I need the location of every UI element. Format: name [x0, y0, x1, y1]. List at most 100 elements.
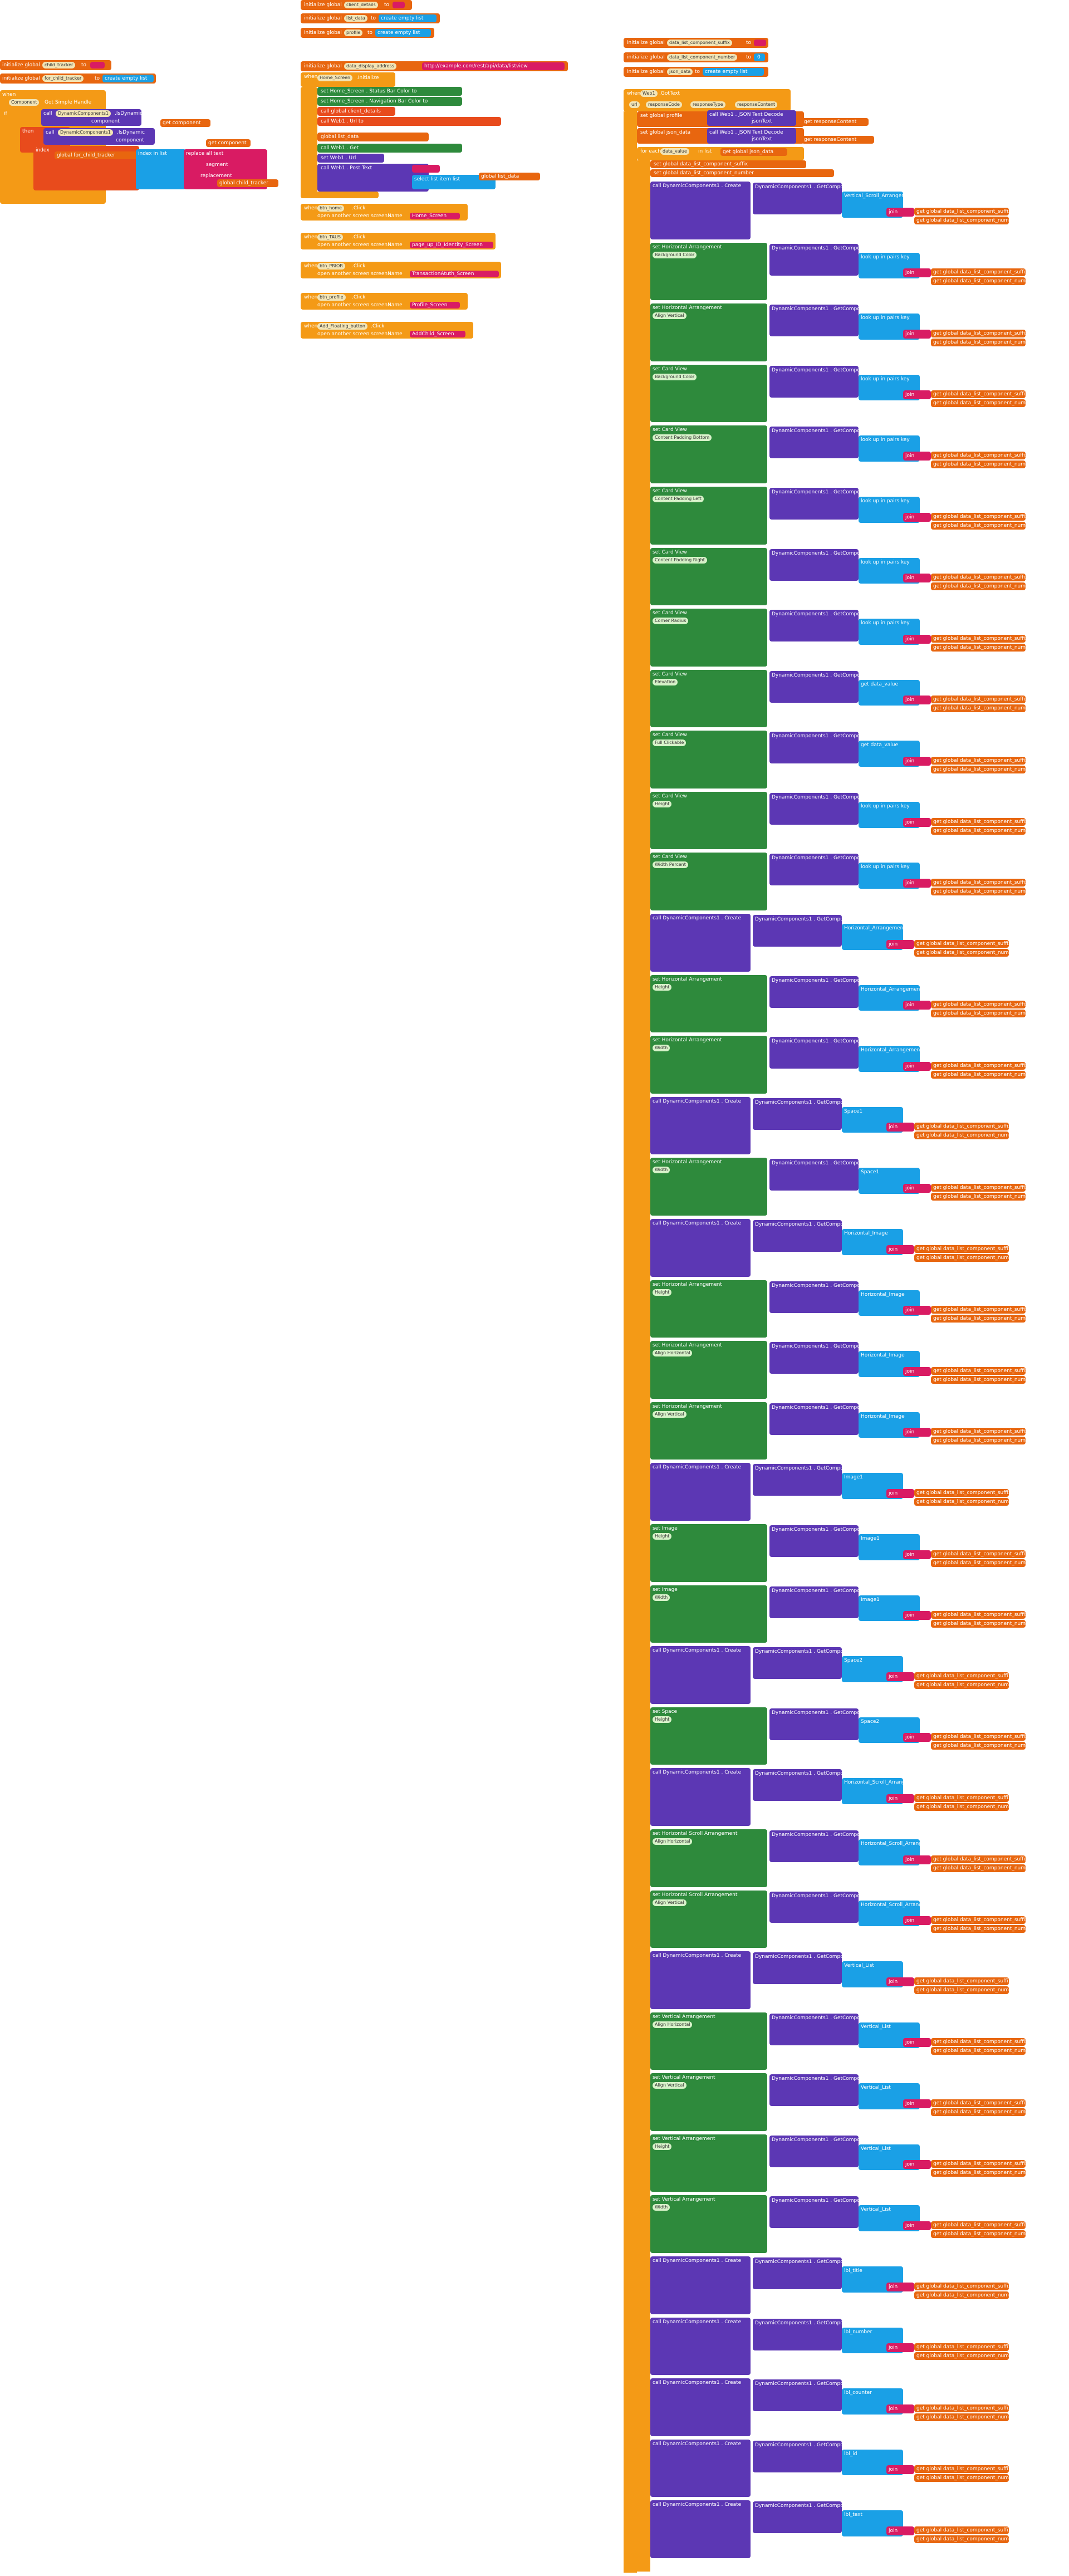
row-property[interactable]: Align Vertical	[653, 312, 686, 320]
loop-row-35[interactable]: call DynamicComponents1 . Create Dynamic…	[650, 2317, 1017, 2376]
row-join-block[interactable]: join	[886, 2465, 914, 2475]
row-inner-call[interactable]: DynamicComponents1 . GetComponent	[769, 1891, 871, 1923]
row-join-block[interactable]: join	[903, 329, 931, 339]
set-number-block[interactable]: set global data_list_component_number	[650, 169, 834, 177]
screen-name-text[interactable]: page_up_ID_Identity_Screen	[410, 242, 493, 248]
row-inner-call[interactable]: DynamicComponents1 . GetComponent	[769, 548, 871, 581]
row-number-block[interactable]: get global data_list_component_number	[931, 1925, 1034, 1933]
get-component-block[interactable]: get component	[160, 119, 210, 127]
row-number-block[interactable]: get global data_list_component_number	[931, 1742, 1034, 1750]
row-inner-call[interactable]: DynamicComponents1 . GetComponent	[769, 854, 871, 886]
row-property[interactable]: Width	[653, 1167, 670, 1174]
row-lookup-block[interactable]: lbl_number	[842, 2327, 903, 2354]
row-join-block[interactable]: join	[903, 1733, 931, 1742]
variable-name[interactable]: profile	[344, 30, 363, 36]
row-inner-call[interactable]: DynamicComponents1 . GetComponent	[769, 1830, 871, 1862]
row-number-block[interactable]: get global data_list_component_number	[914, 2352, 1017, 2360]
empty-text-block[interactable]	[90, 62, 105, 68]
row-lookup-block[interactable]: look up in pairs key	[859, 557, 920, 584]
row-inner-call[interactable]: DynamicComponents1 . GetComponent	[753, 2379, 855, 2412]
number-block[interactable]: 0	[754, 53, 765, 61]
row-suffix-block[interactable]: get global data_list_component_suffix	[931, 2099, 1028, 2107]
row-inner-call[interactable]: DynamicComponents1 . GetComponent	[769, 243, 871, 276]
loop-row-3[interactable]: set Card View Background Color DynamicCo…	[650, 364, 1034, 423]
loop-row-27[interactable]: set Horizontal Scroll Arrangement Align …	[650, 1829, 1034, 1887]
row-inner-call[interactable]: DynamicComponents1 . GetComponent	[769, 2013, 871, 2045]
row-join-block[interactable]: join	[903, 817, 931, 827]
row-join-block[interactable]: join	[903, 634, 931, 644]
row-number-block[interactable]: get global data_list_component_number	[931, 1315, 1034, 1323]
row-join-block[interactable]: join	[886, 2526, 914, 2536]
row-join-block[interactable]: join	[886, 939, 914, 949]
set-suffix-block[interactable]: set global data_list_component_suffix	[650, 160, 806, 168]
row-inner-call[interactable]: DynamicComponents1 . GetComponent	[769, 487, 871, 520]
row-suffix-block[interactable]: get global data_list_component_suffix	[914, 2465, 1011, 2474]
row-property[interactable]: Height	[653, 1532, 672, 1540]
screen-name-text[interactable]: AddChild_Screen	[410, 331, 465, 337]
row-join-block[interactable]: join	[903, 2160, 931, 2169]
row-suffix-block[interactable]: get global data_list_component_suffix	[931, 1367, 1028, 1375]
row-property[interactable]: Height	[653, 983, 672, 991]
row-property[interactable]: Corner Radius	[653, 618, 689, 625]
row-property[interactable]: Width	[653, 2204, 670, 2211]
loop-row-12[interactable]: call DynamicComponents1 . Create Dynamic…	[650, 914, 1017, 972]
param-response-type[interactable]: responseType	[690, 101, 725, 108]
component-dropdown[interactable]: Web1	[640, 90, 658, 97]
row-lookup-block[interactable]: Image1	[842, 1473, 903, 1499]
component-dropdown[interactable]: btn_home	[317, 205, 344, 212]
loop-row-1[interactable]: set Horizontal Arrangement Background Co…	[650, 242, 1034, 301]
component-dropdown[interactable]: Home_Screen	[317, 75, 353, 81]
screen-name-text[interactable]: Home_Screen	[410, 213, 460, 219]
row-inner-call[interactable]: DynamicComponents1 . GetComponent	[753, 1220, 855, 1252]
row-suffix-block[interactable]: get global data_list_component_suffix	[931, 1550, 1028, 1558]
row-inner-call[interactable]: DynamicComponents1 . GetComponent	[753, 915, 855, 947]
global-for-child-tracker-block[interactable]: initialize global for_child_tracker to c…	[0, 74, 156, 84]
get-child-tracker-block[interactable]: global child_tracker	[217, 179, 278, 187]
row-inner-call[interactable]: DynamicComponents1 . GetComponent	[769, 1281, 871, 1313]
loop-row-28[interactable]: set Horizontal Scroll Arrangement Align …	[650, 1890, 1034, 1948]
row-suffix-block[interactable]: get global data_list_component_suffix	[914, 2526, 1011, 2535]
row-property[interactable]: Align Vertical	[653, 1899, 686, 1906]
loop-row-7[interactable]: set Card View Corner Radius DynamicCompo…	[650, 609, 1034, 667]
row-suffix-block[interactable]: get global data_list_component_suffix	[931, 1733, 1028, 1741]
empty-text-block[interactable]	[754, 40, 766, 46]
row-number-block[interactable]: get global data_list_component_number	[931, 1010, 1034, 1018]
btn-home-click-block[interactable]: when btn_home .Click open another screen…	[301, 204, 468, 221]
row-number-block[interactable]: get global data_list_component_number	[931, 2047, 1034, 2055]
create-empty-list-block[interactable]: create empty list	[379, 14, 437, 22]
row-property[interactable]: Height	[653, 2143, 672, 2150]
row-suffix-block[interactable]: get global data_list_component_suffix	[931, 451, 1028, 459]
home-row-1[interactable]: set Home_Screen . Status Bar Color to	[317, 87, 462, 96]
loop-row-11[interactable]: set Card View Width Percent DynamicCompo…	[650, 853, 1034, 911]
row-inner-call[interactable]: DynamicComponents1 . GetComponent	[769, 1037, 871, 1069]
row-property[interactable]: Elevation	[653, 678, 678, 685]
loop-row-30[interactable]: set Vertical Arrangement Align Horizonta…	[650, 2012, 1034, 2070]
row-suffix-block[interactable]: get global data_list_component_suffix	[931, 1061, 1028, 1070]
row-join-block[interactable]: join	[886, 2282, 914, 2291]
loop-row-0[interactable]: call DynamicComponents1 . Create Dynamic…	[650, 182, 1017, 239]
param-url[interactable]: url	[629, 101, 640, 108]
row-suffix-block[interactable]: get global data_list_component_suffix	[914, 207, 1011, 216]
row-join-block[interactable]: join	[903, 1550, 931, 1559]
variable-name[interactable]: for_child_tracker	[42, 75, 84, 82]
row-inner-call[interactable]: DynamicComponents1 . GetComponent	[769, 792, 871, 825]
component-dropdown[interactable]: DynamicComponents1	[56, 110, 111, 117]
row-join-block[interactable]: join	[903, 574, 931, 583]
row-property[interactable]: Full Clickable	[653, 740, 686, 747]
component-dropdown[interactable]: btn_profile	[317, 294, 346, 301]
home-row-8[interactable]: call Web1 . Post Text	[317, 164, 429, 192]
row-inner-call[interactable]: DynamicComponents1 . GetComponent	[753, 1647, 855, 1679]
for-each-block[interactable]: for each data_value in list get global j…	[637, 147, 804, 160]
row-suffix-block[interactable]: get global data_list_component_suffix	[914, 2282, 1011, 2290]
row-property[interactable]: Width	[653, 1045, 670, 1052]
row-inner-call[interactable]: DynamicComponents1 . GetComponent	[753, 2440, 855, 2472]
row-suffix-block[interactable]: get global data_list_component_suffix	[931, 817, 1028, 826]
row-property[interactable]: Align Vertical	[653, 2082, 686, 2089]
row-number-block[interactable]: get global data_list_component_number	[931, 2108, 1034, 2116]
row-suffix-block[interactable]: get global data_list_component_suffix	[914, 2343, 1011, 2352]
row-property[interactable]: Content Padding Right	[653, 556, 707, 564]
row-suffix-block[interactable]: get global data_list_component_suffix	[914, 1672, 1011, 1680]
component-dropdown[interactable]: Add_Floating_button	[317, 323, 368, 330]
text-block[interactable]	[412, 165, 440, 173]
variable-name[interactable]: list_data	[344, 15, 367, 22]
